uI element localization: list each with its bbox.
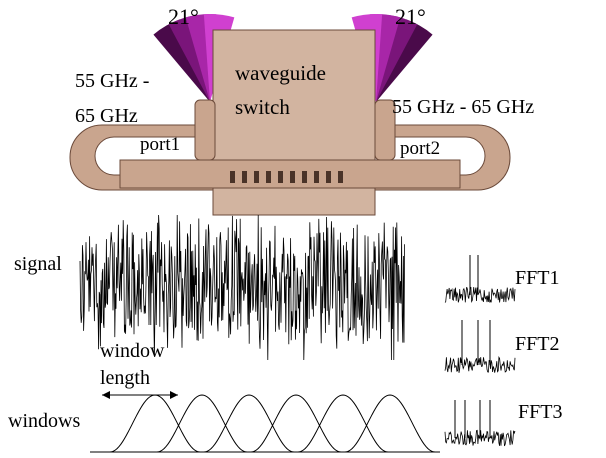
slot bbox=[254, 171, 259, 183]
freq-label: 55 GHz - bbox=[75, 70, 149, 92]
port-block bbox=[195, 100, 215, 160]
slot bbox=[278, 171, 283, 183]
signal-label: signal bbox=[14, 253, 62, 275]
slot bbox=[302, 171, 307, 183]
switch-label: waveguide bbox=[235, 61, 326, 85]
window-label: window bbox=[100, 340, 165, 362]
fft-plots bbox=[445, 255, 515, 446]
port-label: port1 bbox=[140, 134, 180, 155]
window-curve bbox=[110, 395, 200, 452]
freq-label: 55 GHz - 65 GHz bbox=[392, 96, 534, 118]
angle-label: 21° bbox=[168, 4, 199, 29]
slot bbox=[230, 171, 235, 183]
slot bbox=[290, 171, 295, 183]
window-curve bbox=[157, 395, 247, 452]
window-curve bbox=[298, 395, 388, 452]
signal-trace bbox=[80, 215, 405, 360]
diagram: 21° 21° 55 GHz - 65 GHz waveguide switch… bbox=[0, 0, 606, 458]
window-curve bbox=[251, 395, 341, 452]
fft-noise bbox=[445, 357, 515, 373]
slot bbox=[338, 171, 343, 183]
windows-label: windows bbox=[8, 410, 80, 432]
slot bbox=[266, 171, 271, 183]
window-curve bbox=[204, 395, 294, 452]
fft-label: FFT2 bbox=[515, 333, 559, 355]
freq-label: 65 GHz bbox=[75, 105, 138, 127]
slot bbox=[314, 171, 319, 183]
windows bbox=[110, 395, 435, 452]
fft-label: FFT1 bbox=[515, 267, 559, 289]
signal-path bbox=[80, 215, 405, 360]
switch-label: switch bbox=[235, 95, 290, 119]
angle-label: 21° bbox=[395, 4, 426, 29]
slot bbox=[242, 171, 247, 183]
port-label: port2 bbox=[400, 138, 440, 159]
fft-noise bbox=[445, 287, 515, 303]
fft-label: FFT3 bbox=[518, 401, 562, 423]
slot bbox=[326, 171, 331, 183]
window-label: length bbox=[100, 367, 150, 389]
window-curve bbox=[345, 395, 435, 452]
